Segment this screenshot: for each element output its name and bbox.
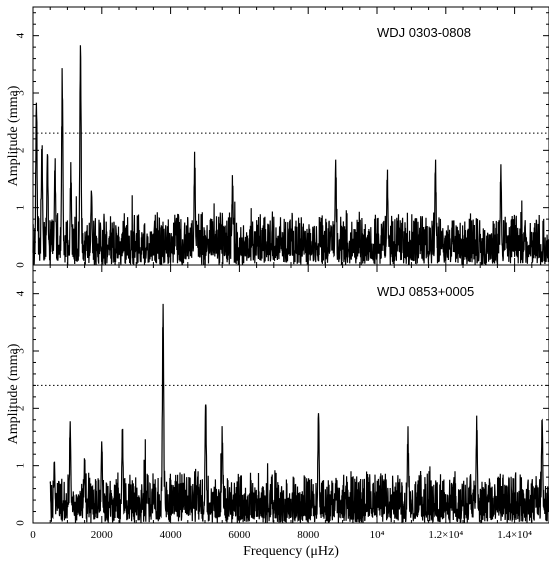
y-tick-label: 1 [15,205,27,211]
x-tick-label: 2000 [91,529,114,541]
y-tick-label: 4 [15,32,27,38]
x-tick-labels: 0 2000 4000 6000 8000 10⁴ 1.2×10⁴ 1.4×10⁴ [30,529,532,541]
top-panel-trace [32,45,549,266]
y-tick-label: 2 [15,148,27,154]
x-axis-label: Frequency (μHz) [243,544,339,559]
x-tick-label: 8000 [297,529,320,541]
top-panel-x-ticks [32,7,533,265]
top-panel-label: WDJ 0303-0808 [377,25,471,40]
bottom-y-axis-label: Amplitude (mma) [6,343,21,444]
y-tick-label: 3 [15,348,27,354]
y-tick-label: 3 [15,90,27,96]
x-tick-label: 6000 [228,529,251,541]
bottom-panel: 0 1 2 3 4 WDJ 0853+0005 [15,264,549,526]
y-tick-label: 4 [15,290,27,296]
x-tick-label: 1.2×10⁴ [428,529,463,541]
x-tick-label: 10⁴ [370,529,385,541]
bottom-panel-trace [49,303,549,524]
y-tick-label: 1 [15,463,27,469]
bottom-panel-label: WDJ 0853+0005 [377,284,474,299]
x-tick-label: 4000 [160,529,183,541]
y-tick-label: 0 [15,520,27,526]
bottom-panel-x-ticks [32,265,533,523]
top-panel: 0 1 2 3 4 WDJ 0303-0808 [15,6,549,268]
x-tick-label: 0 [30,529,36,541]
y-tick-label: 0 [15,262,27,268]
y-tick-label: 2 [15,406,27,412]
top-y-axis-label: Amplitude (mma) [6,85,21,186]
x-tick-label: 1.4×10⁴ [497,529,532,541]
